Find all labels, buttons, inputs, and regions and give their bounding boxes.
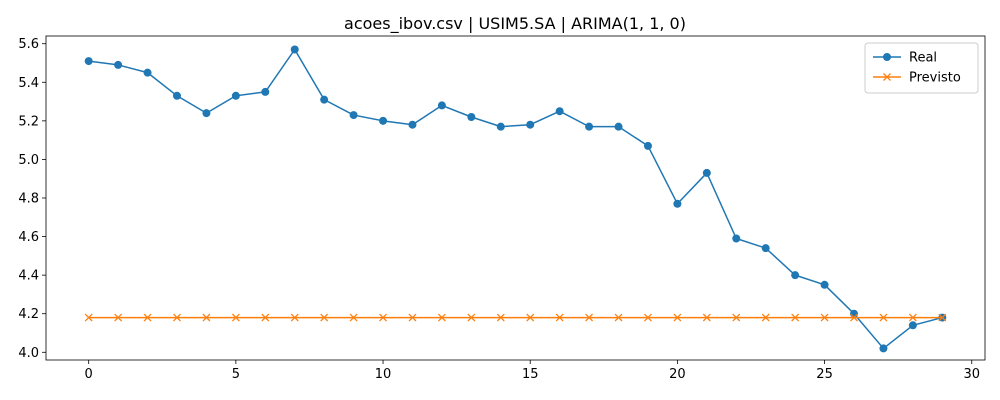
x-tick-label: 30 (963, 367, 980, 382)
data-point (84, 57, 93, 66)
legend-marker (883, 53, 891, 61)
data-point (467, 113, 476, 121)
data-point (761, 313, 770, 322)
legend-marker (883, 73, 891, 81)
data-point (496, 313, 505, 322)
series-previsto (84, 313, 947, 322)
data-point (290, 45, 299, 54)
legend-entry-previsto: Previsto (873, 71, 961, 86)
chart-title: acoes_ibov.csv | USIM5.SA | ARIMA(1, 1, … (344, 14, 686, 34)
data-point (320, 95, 329, 104)
y-tick-label: 4.8 (18, 192, 39, 207)
data-point (261, 87, 270, 96)
data-point (702, 313, 711, 322)
data-point (408, 313, 417, 322)
data-point (938, 313, 947, 322)
series-line-real (88, 48, 943, 350)
data-point (820, 280, 829, 289)
x-tick-label: 25 (816, 367, 833, 382)
data-point (761, 244, 770, 253)
data-point (143, 68, 152, 77)
data-point (84, 313, 93, 322)
data-point (879, 344, 888, 353)
data-point (231, 313, 240, 322)
data-point (261, 313, 270, 322)
data-point (555, 313, 564, 322)
x-tick-label: 15 (522, 367, 539, 382)
data-point (614, 122, 623, 131)
data-point (850, 313, 858, 322)
data-point (673, 313, 682, 322)
y-tick-label: 4.2 (18, 307, 39, 322)
data-point (467, 313, 476, 322)
y-tick-label: 4.0 (18, 346, 39, 361)
data-point (143, 313, 152, 322)
data-point (231, 91, 240, 100)
data-point (732, 313, 741, 322)
data-point (349, 313, 358, 322)
legend-entry-real: Real (873, 51, 937, 66)
data-point (585, 122, 594, 131)
data-point (202, 109, 211, 118)
data-point (791, 313, 800, 322)
data-point (114, 60, 123, 69)
data-point (585, 313, 594, 322)
data-point (644, 313, 652, 322)
data-point (437, 313, 446, 322)
data-point (172, 91, 181, 100)
data-point (555, 107, 564, 116)
data-point (643, 141, 652, 150)
data-point (408, 120, 417, 129)
data-point (908, 313, 917, 322)
data-point (379, 313, 387, 322)
data-point (879, 313, 888, 322)
legend-label: Previsto (909, 71, 961, 86)
data-point (850, 309, 859, 318)
data-point (702, 168, 711, 177)
data-point (290, 313, 299, 322)
legend: Real Previsto (864, 42, 979, 94)
x-tick-label: 0 (85, 367, 93, 382)
axes: 0 5 10 15 20 25 30 4.0 4.2 4.4 4.6 4.8 5.0 5.2 5.4 5.6 (18, 35, 986, 382)
data-point (908, 321, 917, 330)
legend-box (864, 42, 979, 94)
data-point (526, 120, 535, 129)
legend-label: Real (909, 51, 937, 66)
x-tick-label: 10 (375, 367, 392, 382)
data-point (114, 313, 123, 322)
data-point (379, 116, 388, 125)
data-point (202, 313, 211, 322)
data-point (349, 111, 358, 120)
data-point (791, 271, 800, 280)
data-point (437, 101, 446, 110)
data-point (820, 313, 829, 322)
x-tick-label: 5 (232, 367, 240, 382)
y-tick-label: 5.2 (18, 114, 39, 129)
data-point (526, 313, 535, 322)
x-tick-label: 20 (669, 367, 686, 382)
y-tick-label: 5.6 (18, 37, 39, 52)
plot-frame (45, 35, 986, 361)
data-point (173, 313, 181, 322)
y-tick-label: 4.6 (18, 230, 39, 245)
y-tick-label: 5.0 (18, 153, 39, 168)
y-tick-label: 4.4 (18, 269, 39, 284)
plot-series (84, 45, 947, 353)
data-point (732, 234, 741, 243)
data-point (496, 122, 505, 131)
series-real (84, 45, 947, 353)
data-point (320, 313, 329, 322)
y-tick-label: 5.4 (18, 76, 39, 91)
data-point (614, 313, 623, 322)
data-point (673, 199, 682, 208)
